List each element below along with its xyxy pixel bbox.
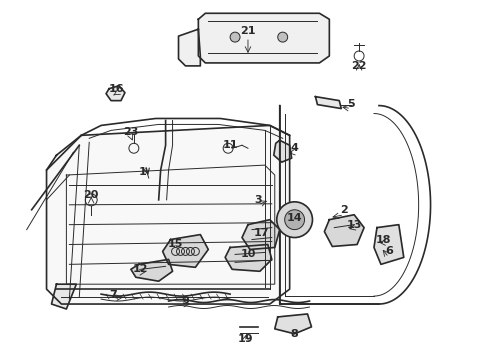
Polygon shape <box>51 284 76 309</box>
Polygon shape <box>47 125 290 304</box>
Polygon shape <box>324 215 364 247</box>
Text: 13: 13 <box>346 220 362 230</box>
Text: 4: 4 <box>291 143 298 153</box>
Text: 7: 7 <box>109 290 117 300</box>
Text: 14: 14 <box>287 213 302 223</box>
Text: 21: 21 <box>240 26 256 36</box>
Text: 12: 12 <box>133 264 148 274</box>
Polygon shape <box>374 225 404 264</box>
Text: 11: 11 <box>222 140 238 150</box>
Text: 22: 22 <box>351 61 367 71</box>
Circle shape <box>285 210 305 230</box>
Circle shape <box>277 202 313 238</box>
Text: 10: 10 <box>240 249 256 260</box>
Text: 6: 6 <box>385 247 393 256</box>
Polygon shape <box>225 244 272 271</box>
Polygon shape <box>242 220 280 249</box>
Polygon shape <box>274 140 292 162</box>
Text: 19: 19 <box>237 334 253 344</box>
Polygon shape <box>163 235 208 267</box>
Polygon shape <box>106 86 125 100</box>
Text: 1: 1 <box>139 167 147 177</box>
Polygon shape <box>198 13 329 63</box>
Polygon shape <box>316 96 341 109</box>
Text: 18: 18 <box>376 234 392 244</box>
Polygon shape <box>131 260 172 281</box>
Text: 9: 9 <box>181 296 190 306</box>
Circle shape <box>278 32 288 42</box>
Text: 15: 15 <box>168 239 183 249</box>
Text: 16: 16 <box>108 84 124 94</box>
Text: 3: 3 <box>254 195 262 205</box>
Text: 8: 8 <box>291 329 298 339</box>
Polygon shape <box>178 29 200 66</box>
Text: 2: 2 <box>341 205 348 215</box>
Text: 20: 20 <box>83 190 99 200</box>
Polygon shape <box>275 314 312 334</box>
Text: 5: 5 <box>347 99 355 109</box>
Circle shape <box>230 32 240 42</box>
Text: 17: 17 <box>254 228 270 238</box>
Text: 23: 23 <box>123 127 139 138</box>
